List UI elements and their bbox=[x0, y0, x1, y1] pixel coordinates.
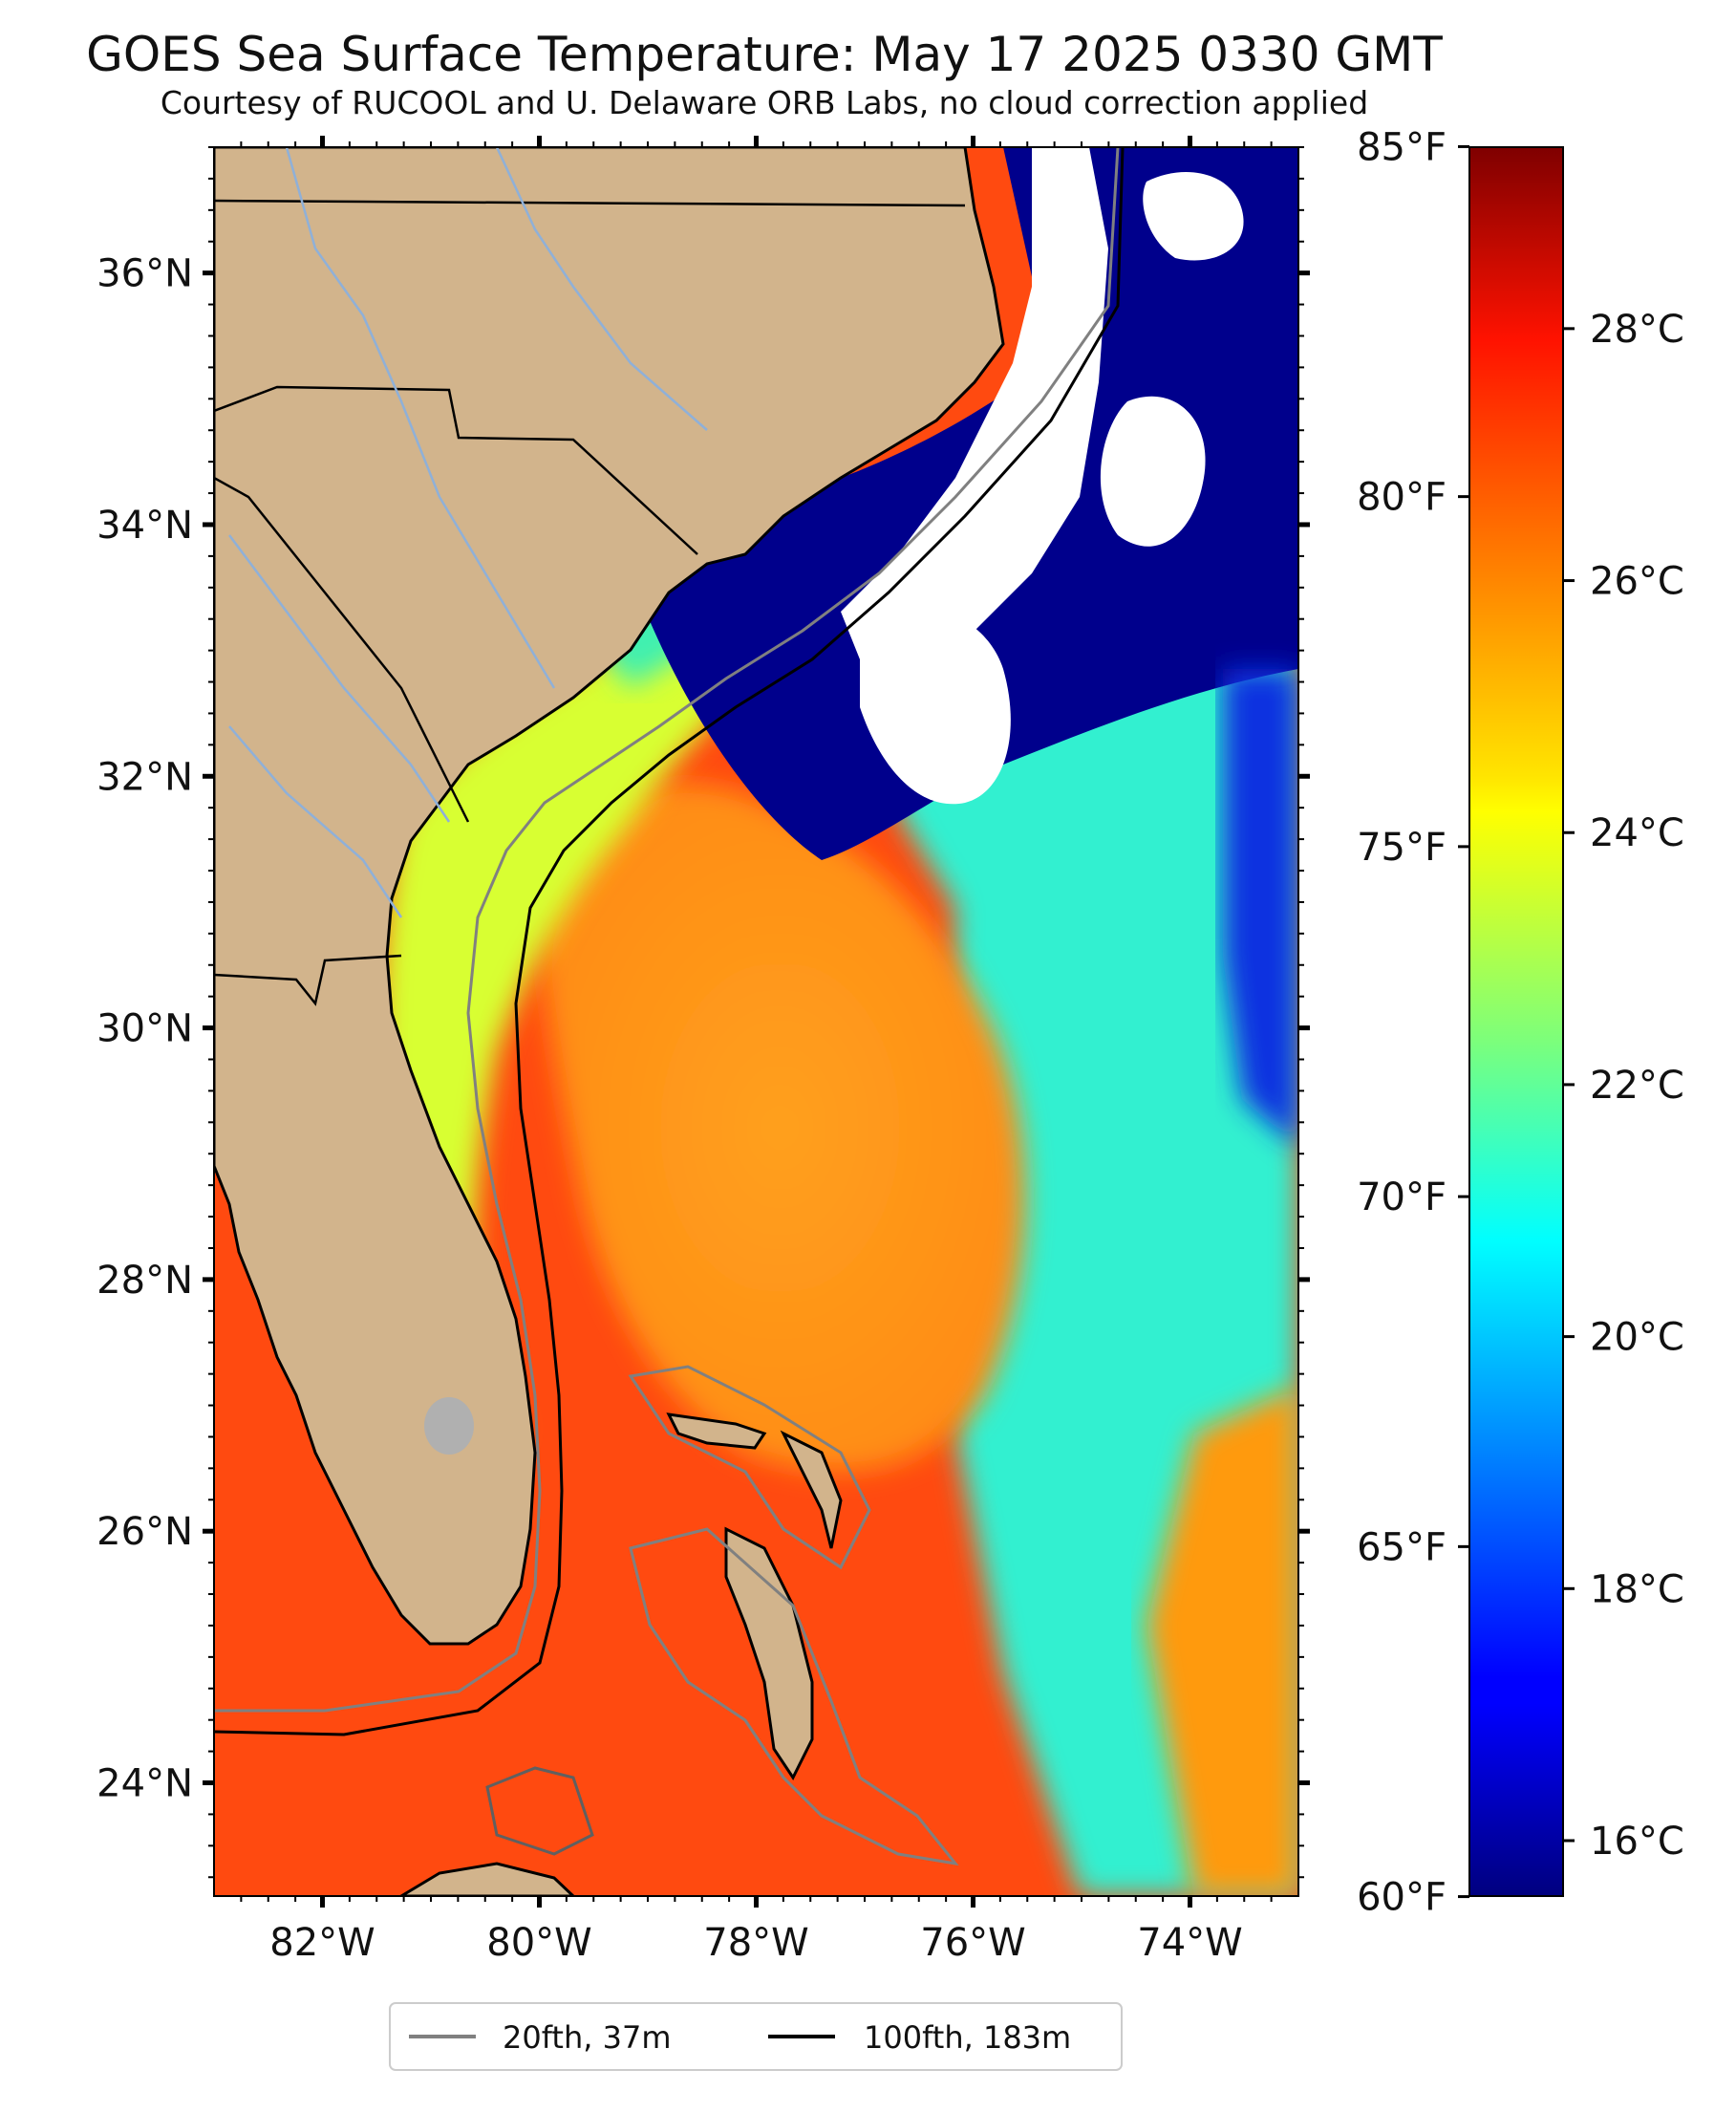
cloud-mask-4 bbox=[1143, 172, 1244, 261]
lon-tick-label: 74°W bbox=[1137, 1921, 1242, 1965]
colorbar-fahrenheit-label: 60°F bbox=[1357, 1876, 1447, 1920]
river-4 bbox=[228, 725, 403, 918]
legend-box bbox=[389, 2002, 1123, 2071]
coastal-shelf-water bbox=[380, 535, 841, 1434]
bahamas-bank-outline-2 bbox=[629, 1527, 959, 1866]
legend-label-100fth: 100fth, 183m bbox=[864, 2019, 1071, 2056]
legend: 20fth, 37m 100fth, 183m bbox=[389, 2002, 1123, 2071]
border-nc-sc bbox=[214, 385, 698, 555]
colorbar-fahrenheit-label: 80°F bbox=[1357, 476, 1447, 520]
lon-tick-label: 80°W bbox=[486, 1921, 591, 1965]
warm-patch-southeast bbox=[1147, 1386, 1298, 1896]
colorbar-celsius-label: 22°C bbox=[1590, 1064, 1684, 1108]
isobath-100fth-line bbox=[214, 147, 1125, 1736]
land-us-southeast bbox=[214, 147, 1005, 1646]
land-grand-bahama bbox=[666, 1412, 767, 1450]
cloud-mask-1 bbox=[841, 147, 1108, 669]
isobath-20fth-line bbox=[214, 147, 1120, 1713]
colorbar-celsius-label: 26°C bbox=[1590, 560, 1684, 604]
colorbar-celsius-label: 24°C bbox=[1590, 811, 1684, 855]
colorbar-celsius-label: 28°C bbox=[1590, 308, 1684, 352]
cold-streak-east bbox=[1223, 669, 1298, 1147]
bahamas-bank-outline-1 bbox=[628, 1365, 871, 1570]
land-cuba bbox=[398, 1862, 576, 1896]
lake-okeechobee bbox=[424, 1397, 474, 1455]
map-axes: 36°N 34°N 32°N 30°N 28°N 26°N 24°N 82°W 80°W 78°W… bbox=[96, 136, 1310, 1965]
colorbar-gradient bbox=[1468, 146, 1564, 1897]
cloud-mask-2 bbox=[860, 604, 1011, 805]
lat-tick-label: 28°N bbox=[96, 1259, 193, 1303]
lat-tick-label: 36°N bbox=[96, 252, 193, 296]
colorbar-celsius-label: 16°C bbox=[1590, 1820, 1684, 1864]
sst-field bbox=[214, 147, 1298, 1896]
river-3 bbox=[228, 534, 451, 823]
border-sc-ga bbox=[214, 476, 470, 823]
colorbar-celsius-label: 18°C bbox=[1590, 1567, 1684, 1611]
colorbar-fahrenheit-label: 75°F bbox=[1357, 826, 1447, 870]
colorbar-fahrenheit-label: 70°F bbox=[1357, 1175, 1447, 1219]
land-abaco bbox=[780, 1430, 843, 1549]
warm-eddy bbox=[535, 784, 1025, 1472]
river-1 bbox=[285, 147, 556, 689]
lat-tick-label: 26°N bbox=[96, 1510, 193, 1554]
lon-tick-label: 76°W bbox=[920, 1921, 1025, 1965]
border-va-nc bbox=[214, 199, 966, 207]
lon-tick-label: 78°W bbox=[703, 1921, 808, 1965]
border-ga-fl bbox=[214, 954, 402, 1006]
colorbar-ticks: 28°C 26°C 24°C 22°C 20°C 18°C 16°C 85°F 80°F 75°F… bbox=[1357, 125, 1684, 1919]
map-subtitle: Courtesy of RUCOOL and U. Delaware ORB L… bbox=[160, 84, 1369, 121]
colorbar-fahrenheit-label: 65°F bbox=[1357, 1525, 1447, 1569]
land-andros bbox=[724, 1526, 814, 1780]
river-2 bbox=[495, 147, 708, 431]
cay-sal-bank-outline bbox=[485, 1766, 594, 1856]
cloud-mask-3 bbox=[1100, 396, 1206, 547]
lat-tick-label: 30°N bbox=[96, 1007, 193, 1051]
lat-tick-label: 24°N bbox=[96, 1762, 193, 1806]
lat-tick-label: 34°N bbox=[96, 504, 193, 548]
colorbar-celsius-label: 20°C bbox=[1590, 1316, 1684, 1360]
lat-tick-label: 32°N bbox=[96, 755, 193, 799]
colorbar-fahrenheit-label: 85°F bbox=[1357, 125, 1447, 169]
lon-tick-label: 82°W bbox=[269, 1921, 375, 1965]
map-title: GOES Sea Surface Temperature: May 17 202… bbox=[86, 27, 1443, 82]
colorbar: 28°C 26°C 24°C 22°C 20°C 18°C 16°C 85°F 80°F 75°F… bbox=[1357, 125, 1684, 1919]
legend-label-20fth: 20fth, 37m bbox=[503, 2019, 671, 2056]
